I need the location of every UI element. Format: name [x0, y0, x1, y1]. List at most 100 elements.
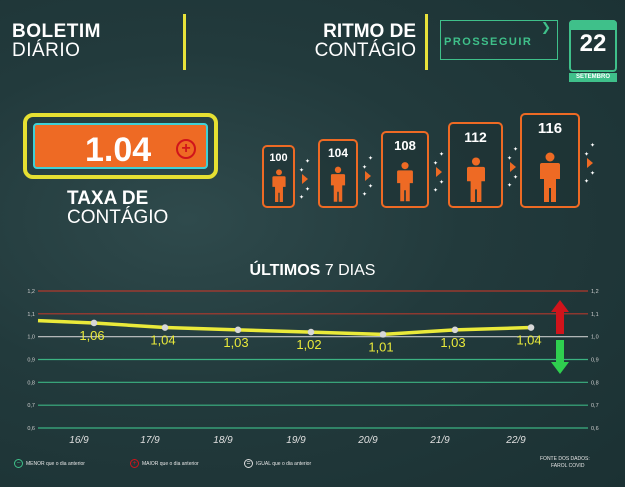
rate-value: 1.04: [85, 131, 152, 169]
x-tick-label: 19/9: [286, 435, 306, 446]
sparkle-icon: ✦: [590, 142, 596, 149]
y-tick-label: 0,6: [27, 426, 35, 432]
y-tick-label: 1,2: [27, 289, 35, 295]
sparkle-icon: ✦: [507, 183, 513, 189]
sparkle-icon: ✦: [439, 151, 445, 158]
data-label: 1,01: [368, 339, 393, 354]
prosseguir-title: PROSSEGUIR: [444, 36, 533, 48]
data-point: [307, 328, 315, 336]
arrow-right-icon: [510, 162, 516, 172]
sparkle-icon: ✦: [513, 175, 519, 181]
chart-title-bold: ÚLTIMOS: [249, 262, 321, 279]
sparkle-icon: ✦: [513, 147, 519, 153]
y-tick-label-right: 1,1: [591, 312, 599, 318]
person-icon: [271, 169, 286, 202]
data-label: 1,04: [516, 333, 541, 348]
arrow-down-icon: [551, 340, 569, 374]
contagion-count: 104: [327, 146, 349, 160]
contagion-count: 112: [464, 129, 487, 145]
arrow-right-icon: [302, 173, 308, 184]
legend-maior: MAIOR que o dia anterior: [142, 461, 199, 467]
person-icon: [330, 166, 346, 202]
data-point: [451, 326, 459, 334]
x-tick-label: 21/9: [429, 435, 450, 446]
prosseguir-logo: ❯ PROSSEGUIR: [440, 20, 558, 60]
contagion-box-4: 112: [448, 122, 503, 208]
sparkle-icon: ✦: [305, 186, 311, 193]
data-label: 1,06: [79, 328, 104, 343]
y-tick-label: 0,8: [27, 380, 35, 386]
data-point: [527, 324, 535, 331]
data-label: 1,03: [440, 335, 465, 350]
plus-circle-icon: +: [176, 139, 196, 159]
header-title-line1: BOLETIM: [12, 21, 101, 42]
contagion-box-5: 116: [520, 113, 580, 208]
sparkle-icon: ✦: [368, 183, 374, 190]
minus-circle-icon: −: [14, 459, 23, 468]
data-point: [90, 319, 98, 327]
x-tick-label: 22/9: [505, 435, 526, 446]
chart-title-rest: 7 DIAS: [320, 262, 376, 279]
sparkle-icon: ✦: [368, 155, 374, 162]
y-tick-label-right: 0,7: [591, 403, 599, 409]
header-divider-right: [425, 14, 428, 70]
arrow-up-icon: [551, 300, 569, 334]
data-label: 1,03: [223, 335, 248, 350]
sparkle-icon: ✦: [299, 194, 305, 201]
x-tick-label: 18/9: [213, 435, 233, 446]
sparkle-icon: ✦: [584, 151, 590, 158]
source-line1: FONTE DOS DADOS:: [540, 456, 590, 462]
y-tick-label-right: 0,6: [591, 426, 599, 432]
contagion-count: 108: [394, 138, 416, 153]
arrow-right-icon: [365, 170, 371, 181]
sparkle-icon: ✦: [433, 160, 439, 167]
chevron-right-icon: ❯: [541, 20, 552, 34]
legend-igual: IGUAL que o dia anterior: [256, 461, 312, 467]
y-tick-label-right: 0,8: [591, 380, 599, 386]
contagion-box-3: 108: [381, 131, 429, 208]
arrow-right-icon: [436, 166, 442, 177]
header-divider: [183, 14, 186, 70]
contagion-count: 100: [269, 152, 288, 164]
calendar-icon: 22: [569, 20, 617, 72]
sparkle-icon: ✦: [362, 164, 368, 171]
ritmo-title-line1: RITMO DE: [323, 21, 416, 42]
sparkle-icon: ✦: [439, 179, 445, 186]
equals-circle-icon: =: [244, 459, 253, 468]
sparkle-icon: ✦: [507, 156, 513, 162]
calendar-day: 22: [579, 30, 607, 57]
y-tick-label: 0,9: [27, 358, 35, 364]
data-point: [234, 326, 242, 334]
source-line2: FAROL COVID: [551, 463, 585, 469]
legend-menor: MENOR que o dia anterior: [26, 461, 85, 467]
y-tick-label: 0,7: [27, 403, 35, 409]
contagion-count: 116: [537, 120, 563, 137]
header-title-line2: DIÁRIO: [12, 40, 81, 61]
y-tick-label-right: 1,0: [591, 335, 599, 341]
person-icon: [397, 162, 413, 202]
sparkle-icon: ✦: [305, 158, 311, 165]
ritmo-title-line2: CONTÁGIO: [314, 40, 416, 61]
sparkle-icon: ✦: [584, 178, 590, 185]
arrow-right-icon: [587, 157, 593, 168]
y-tick-label-right: 1,2: [591, 289, 599, 295]
y-tick-label: 1,0: [27, 335, 35, 341]
x-tick-label: 20/9: [357, 435, 378, 446]
data-label: 1,02: [296, 337, 321, 352]
x-tick-label: 16/9: [69, 435, 89, 446]
contagion-box-2: 104: [318, 139, 358, 208]
sparkle-icon: ✦: [299, 167, 305, 174]
sparkle-icon: ✦: [590, 170, 596, 177]
sparkle-icon: ✦: [433, 187, 439, 194]
rate-label-line1: TAXA DE: [67, 188, 149, 209]
y-tick-label-right: 0,9: [591, 358, 599, 364]
data-point: [161, 324, 169, 331]
calendar-month: SETEMBRO: [569, 73, 617, 82]
series-line: [37, 318, 532, 337]
y-tick-label: 1,1: [27, 312, 35, 318]
chart-title: ÚLTIMOS 7 DIAS: [0, 262, 625, 280]
data-label: 1,04: [150, 333, 175, 348]
data-point: [379, 331, 387, 338]
sparkle-icon: ✦: [362, 191, 368, 198]
